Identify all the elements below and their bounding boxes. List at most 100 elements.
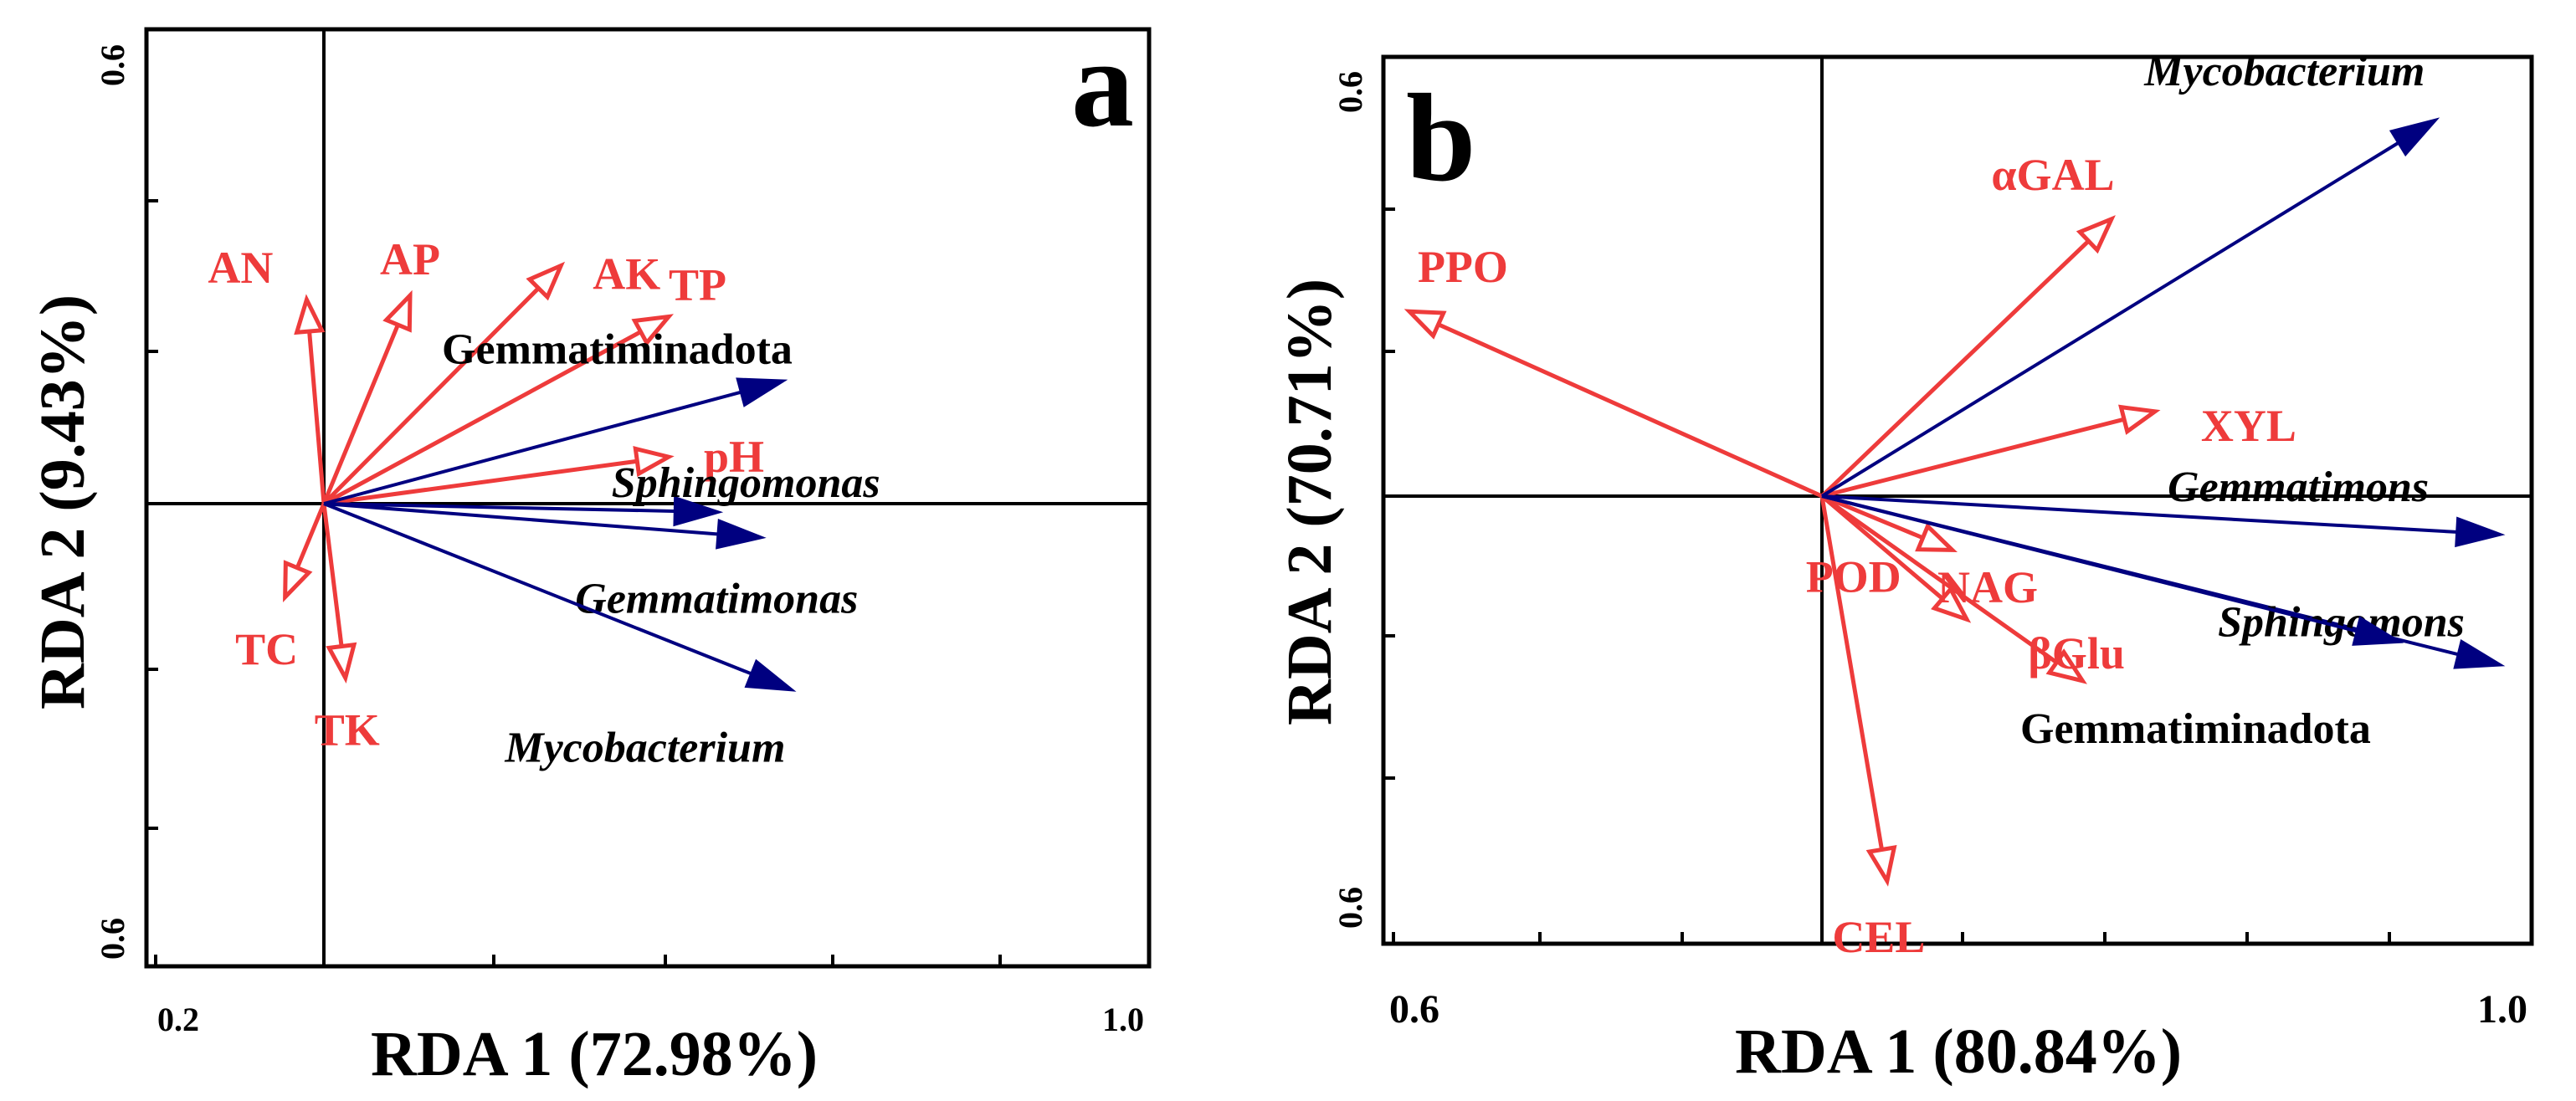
- panel-a-env-vector-tk: TK: [315, 503, 380, 755]
- panel-a-species-vector-gemmatimonas-arrowhead: [716, 519, 767, 550]
- panel-a-x-tick-left: 0.2: [157, 1001, 199, 1038]
- panel-a-env-vector-tk-arrowhead: [326, 642, 357, 684]
- panel-b-species-vector-gemmatiminadota-arrowhead: [2352, 616, 2404, 646]
- panel-b-env-vector-cel-arrowhead: [1865, 844, 1897, 887]
- panel-a-env-vector-tk-label: TK: [315, 704, 380, 755]
- panel-a-env-vector-an: AN: [208, 243, 326, 504]
- panel-b-y-axis-title: RDA 2 (70.71%): [1275, 279, 1345, 725]
- panel-a-species-vector-mycobacterium-label: Mycobacterium: [504, 725, 785, 772]
- panel-a-env-vector-tc-label: TC: [235, 624, 298, 674]
- panel-a-env-vector-ph-label: pH: [704, 432, 764, 482]
- panel-a-species-vector-gemmatiminadota: Gemmatiminadota: [323, 326, 793, 505]
- panel-a-env-vector-ak-label: AK: [593, 249, 660, 300]
- panel-b-env-vector-ppo-arrowhead: [1403, 309, 1447, 340]
- panel-b-species-vector-mycobacterium: Mycobacterium: [1820, 48, 2440, 498]
- panel-a-species-vector-mycobacterium: Mycobacterium: [323, 502, 797, 772]
- panel-b-species-vector-gemmatimons-arrowhead: [2455, 516, 2506, 548]
- panel-b-env-vector-cel-label: CEL: [1832, 912, 1925, 962]
- panel-a-species-vector-gemmatimonas: Gemmatimonas: [323, 502, 858, 623]
- panel-a-tick-marks: [146, 28, 1151, 968]
- panel-a-env-vector-ak-shaft: [322, 286, 541, 505]
- panel-a-env-vector-ap: AP: [321, 234, 440, 504]
- panel-a-env-vector-ap-label: AP: [380, 234, 440, 284]
- panel-a-x-axis-title: RDA 1 (72.98%): [371, 1019, 818, 1089]
- panel-b-env-vector-glu-shaft: [1820, 494, 2058, 664]
- panel-b-species-vector-mycobacterium-arrowhead: [2389, 117, 2440, 157]
- panel-a-species-vector-mycobacterium-shaft: [323, 502, 755, 677]
- panel-a-species-vector-gemmatiminadota-label: Gemmatiminadota: [442, 326, 793, 374]
- panel-a-env-vector-ph-arrowhead: [633, 446, 675, 478]
- panel-b-env-vector-xyl-arrowhead: [2118, 404, 2161, 435]
- panel-b-env-vector-pod: POD: [1806, 494, 1958, 602]
- panel-a-species-vector-mycobacterium-arrowhead: [744, 658, 797, 692]
- panel-b-env-vector-ppo: PPO: [1403, 242, 1824, 499]
- panel-b-env-vector-gal-arrowhead: [2076, 215, 2116, 254]
- panel-a-env-vector-tp-shaft: [322, 330, 642, 506]
- panel-a-env-vector-tc-shaft: [295, 503, 326, 569]
- panel-a-species-vector-sphingomonas-label: Sphingomonas: [612, 459, 880, 507]
- panel-b-species-vector-gemmatiminadota-label: Gemmatiminadota: [2020, 705, 2371, 753]
- panel-b-tick-marks: [1383, 55, 2533, 945]
- panel-a-env-vector-an-shaft: [307, 330, 326, 504]
- panel-b-env-vector-pod-arrowhead: [1915, 522, 1958, 553]
- panel-b-species-vector-mycobacterium-shaft: [1820, 140, 2402, 498]
- panel-a-env-vector-an-label: AN: [208, 243, 273, 293]
- panel-a-env-vector-ak: AK: [322, 249, 660, 505]
- panel-b-env-vector-gal-shaft: [1820, 239, 2091, 498]
- panel-b-y-tick-top: 0.6: [1332, 71, 1369, 113]
- panel-b-env-vector-xyl-shaft: [1821, 417, 2125, 499]
- panel-b-species-vector-gemmatimons: Gemmatimons: [1821, 463, 2506, 548]
- panel-a-env-vector-ap-shaft: [321, 324, 400, 504]
- panel-b-x-tick-right: 1.0: [2477, 987, 2527, 1032]
- panel-a-x-tick-right: 1.0: [1102, 1001, 1144, 1038]
- panel-a-y-tick-bottom: 0.6: [94, 918, 131, 960]
- panel-a-species-vector-sphingomonas: Sphingomonas: [323, 459, 880, 527]
- panel-a-env-vector-tc: TC: [235, 503, 326, 674]
- panel-b-env-vector-nag-arrowhead: [1931, 585, 1972, 623]
- panel-a-env-vector-ak-arrowhead: [526, 261, 566, 301]
- panel-b-x-axis-title: RDA 1 (80.84%): [1735, 1017, 2182, 1087]
- panel-b-species-vector-gemmatiminadota: Gemmatiminadota: [1821, 494, 2404, 753]
- panel-a-species-vector-sphingomonas-shaft: [323, 502, 678, 514]
- panel-a-env-vector-ph-shaft: [323, 458, 638, 506]
- panel-b-species-vector-gemmatimons-label: Gemmatimons: [2168, 463, 2429, 511]
- panel-a-species-vector-sphingomonas-arrowhead: [673, 495, 724, 527]
- panel-b-env-vector-gal: αGAL: [1820, 150, 2116, 498]
- panel-a-species-vector-gemmatimonas-label: Gemmatimonas: [575, 576, 858, 623]
- panel-b-env-vector-pod-label: POD: [1806, 551, 1901, 602]
- panel-a-letter: a: [1071, 14, 1134, 153]
- panel-b-env-vector-glu-arrowhead: [2045, 648, 2087, 684]
- panel-b-env-vector-ppo-label: PPO: [1418, 242, 1508, 292]
- panel-b-env-vector-ppo-shaft: [1437, 322, 1824, 499]
- panel-a-env-vector-an-arrowhead: [294, 294, 326, 335]
- panel-b-species-vector-sphingomons-arrowhead: [2453, 639, 2506, 669]
- panel-b-env-vector-xyl-label: XYL: [2201, 401, 2296, 451]
- panel-a-y-tick-top: 0.6: [94, 44, 131, 86]
- panel-a-species-vector-gemmatimonas-shaft: [323, 502, 721, 536]
- panel-a-env-vector-tk-shaft: [321, 503, 344, 647]
- panel-b-letter: b: [1406, 69, 1475, 207]
- panel-b-x-tick-left: 0.6: [1389, 987, 1439, 1032]
- panel-b-env-vector-nag: NAG: [1820, 494, 2038, 623]
- panel-a-species-vectors: Gemmatiminadota Sphingomonas Gemmatimonas M…: [323, 326, 880, 772]
- panel-a-environment-vectors: AN AP AK TP pH TC TK: [208, 234, 764, 755]
- panel-a-env-vector-tp-label: TP: [669, 259, 726, 310]
- panel-b-env-vector-glu-label: βGlu: [2028, 628, 2125, 679]
- panel-b-env-vector-nag-shaft: [1820, 494, 1944, 601]
- panel-b-env-vector-gal-label: αGAL: [1991, 150, 2114, 200]
- panel-a-env-vector-ph: pH: [323, 432, 764, 506]
- panel-a-species-vector-gemmatiminadota-shaft: [323, 389, 745, 505]
- panel-a-frame: [144, 27, 1152, 969]
- panel-a-species-vector-gemmatiminadota-arrowhead: [736, 377, 788, 407]
- panel-b-env-vector-cel-shaft: [1819, 495, 1884, 850]
- panel-a-env-vector-ap-arrowhead: [382, 289, 413, 333]
- panel-a-env-vector-tc-arrowhead: [283, 560, 313, 603]
- panel-b-env-vector-pod-shaft: [1821, 494, 1924, 540]
- panel-b-env-vector-cel: CEL: [1819, 495, 1925, 962]
- panel-b-env-vector-xyl: XYL: [1821, 401, 2296, 499]
- panel-b-species-vector-gemmatimons-shaft: [1821, 494, 2461, 535]
